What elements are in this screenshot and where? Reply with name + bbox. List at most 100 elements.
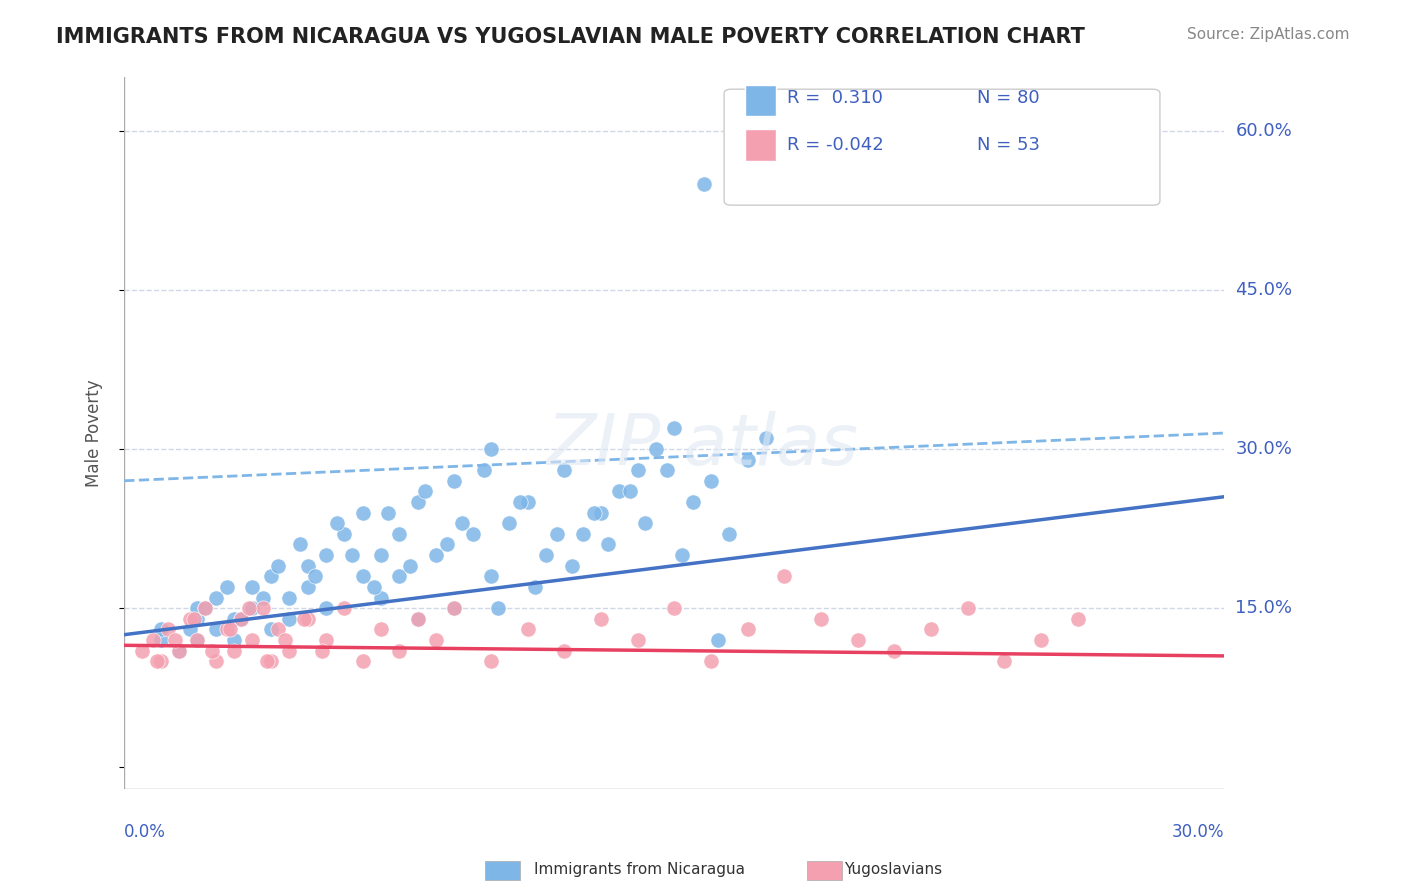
- Point: [231, 612, 253, 626]
- Point: [224, 612, 246, 626]
- Point: [278, 591, 301, 605]
- Point: [149, 623, 172, 637]
- Point: [352, 569, 374, 583]
- Point: [179, 612, 201, 626]
- Point: [315, 548, 337, 562]
- Point: [165, 632, 187, 647]
- Point: [157, 623, 180, 637]
- Text: Immigrants from Nicaragua: Immigrants from Nicaragua: [534, 863, 745, 877]
- Point: [388, 643, 411, 657]
- Point: [486, 601, 509, 615]
- Point: [167, 643, 190, 657]
- Point: [377, 506, 399, 520]
- Point: [589, 506, 612, 520]
- Point: [956, 601, 979, 615]
- Point: [215, 623, 238, 637]
- Point: [278, 643, 301, 657]
- Point: [201, 643, 224, 657]
- Point: [619, 484, 641, 499]
- Text: R =  0.310: R = 0.310: [787, 89, 883, 107]
- Point: [256, 654, 278, 668]
- Text: 30.0%: 30.0%: [1236, 440, 1292, 458]
- Point: [607, 484, 630, 499]
- Text: N = 53: N = 53: [977, 136, 1040, 153]
- Point: [326, 516, 349, 531]
- Point: [186, 601, 208, 615]
- Point: [846, 632, 869, 647]
- Point: [260, 569, 283, 583]
- Point: [413, 484, 436, 499]
- Point: [388, 569, 411, 583]
- Point: [267, 623, 290, 637]
- Point: [626, 463, 648, 477]
- Point: [664, 601, 686, 615]
- Point: [700, 474, 723, 488]
- Text: Yugoslavians: Yugoslavians: [844, 863, 942, 877]
- Point: [252, 601, 274, 615]
- Point: [479, 654, 502, 668]
- Point: [553, 643, 575, 657]
- Point: [194, 601, 217, 615]
- Point: [315, 601, 337, 615]
- Text: 60.0%: 60.0%: [1236, 121, 1292, 139]
- Point: [589, 612, 612, 626]
- Point: [186, 632, 208, 647]
- Point: [146, 654, 169, 668]
- Point: [472, 463, 495, 477]
- Point: [1029, 632, 1052, 647]
- Point: [363, 580, 385, 594]
- Point: [274, 632, 297, 647]
- Point: [352, 506, 374, 520]
- Text: 15.0%: 15.0%: [1236, 599, 1292, 617]
- Point: [920, 623, 942, 637]
- Point: [737, 623, 759, 637]
- Point: [406, 612, 429, 626]
- Point: [582, 506, 605, 520]
- Point: [773, 569, 796, 583]
- Point: [149, 654, 172, 668]
- Point: [388, 526, 411, 541]
- Point: [553, 463, 575, 477]
- Point: [718, 526, 741, 541]
- Point: [810, 612, 832, 626]
- Text: R = -0.042: R = -0.042: [787, 136, 884, 153]
- Point: [509, 495, 531, 509]
- Text: 30.0%: 30.0%: [1171, 823, 1225, 841]
- Point: [534, 548, 557, 562]
- Point: [204, 591, 226, 605]
- Point: [186, 612, 208, 626]
- Point: [304, 569, 326, 583]
- Point: [546, 526, 568, 541]
- Point: [242, 580, 264, 594]
- Point: [425, 548, 447, 562]
- Point: [333, 526, 356, 541]
- Point: [186, 632, 208, 647]
- Point: [571, 526, 593, 541]
- Point: [333, 601, 356, 615]
- Point: [340, 548, 363, 562]
- Point: [142, 632, 165, 647]
- Point: [692, 177, 714, 191]
- Point: [626, 632, 648, 647]
- Point: [461, 526, 484, 541]
- Point: [479, 442, 502, 456]
- Point: [288, 537, 311, 551]
- Point: [179, 623, 201, 637]
- Point: [311, 643, 333, 657]
- Point: [450, 516, 472, 531]
- Point: [252, 591, 274, 605]
- Text: N = 80: N = 80: [977, 89, 1040, 107]
- Point: [204, 654, 226, 668]
- Point: [370, 548, 392, 562]
- Point: [406, 612, 429, 626]
- Point: [443, 601, 465, 615]
- Point: [260, 623, 283, 637]
- Text: 45.0%: 45.0%: [1236, 281, 1292, 299]
- Point: [443, 601, 465, 615]
- Text: Source: ZipAtlas.com: Source: ZipAtlas.com: [1187, 27, 1350, 42]
- Point: [167, 643, 190, 657]
- Point: [700, 654, 723, 668]
- Point: [224, 643, 246, 657]
- Point: [278, 612, 301, 626]
- Text: ZIP atlas: ZIP atlas: [547, 411, 859, 481]
